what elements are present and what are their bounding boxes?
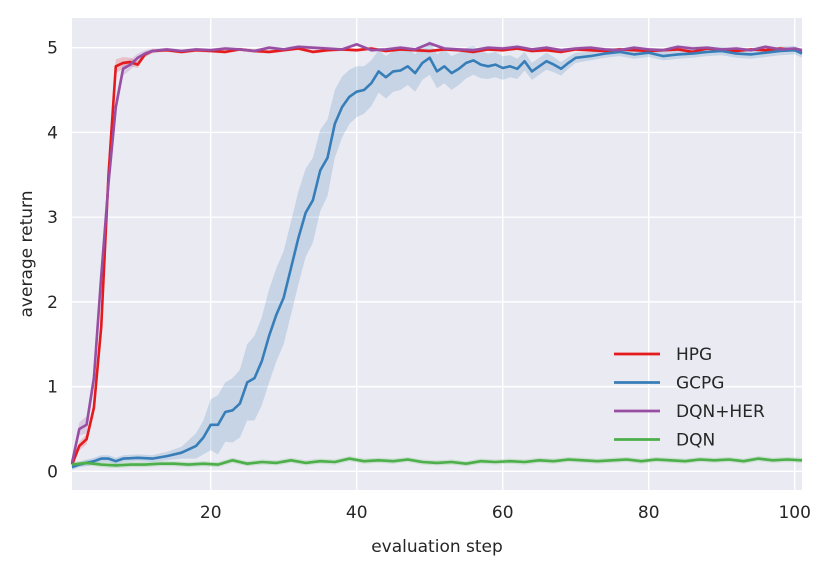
legend-label: DQN <box>676 431 715 451</box>
legend-label: DQN+HER <box>676 402 765 422</box>
legend-label: GCPG <box>676 374 724 394</box>
plot-background <box>72 18 802 490</box>
x-tick-label: 40 <box>346 503 368 523</box>
y-tick-label: 2 <box>47 293 58 313</box>
x-tick-label: 80 <box>638 503 660 523</box>
legend-label: HPG <box>676 345 712 365</box>
series-lines <box>70 42 803 469</box>
series-line-hpg <box>70 47 803 466</box>
band-gcpg <box>72 40 802 470</box>
x-tick-label: 100 <box>778 503 810 523</box>
y-tick-label: 0 <box>47 462 58 482</box>
y-axis-title: average return <box>17 191 37 318</box>
x-axis-title: evaluation step <box>371 537 503 557</box>
y-tick-label: 3 <box>47 208 58 228</box>
tick-labels: 20 40 60 80 100 0 1 2 3 4 5 <box>47 39 811 523</box>
y-tick-label: 5 <box>47 39 58 59</box>
x-tick-label: 60 <box>492 503 514 523</box>
x-tick-label: 20 <box>200 503 222 523</box>
y-tick-label: 1 <box>47 378 58 398</box>
series-line-dqn-her <box>70 42 803 464</box>
legend: HPG GCPG DQN+HER DQN <box>614 345 765 451</box>
y-tick-label: 4 <box>47 123 58 143</box>
series-line-gcpg <box>71 48 803 469</box>
series-line-dqn <box>71 457 803 467</box>
